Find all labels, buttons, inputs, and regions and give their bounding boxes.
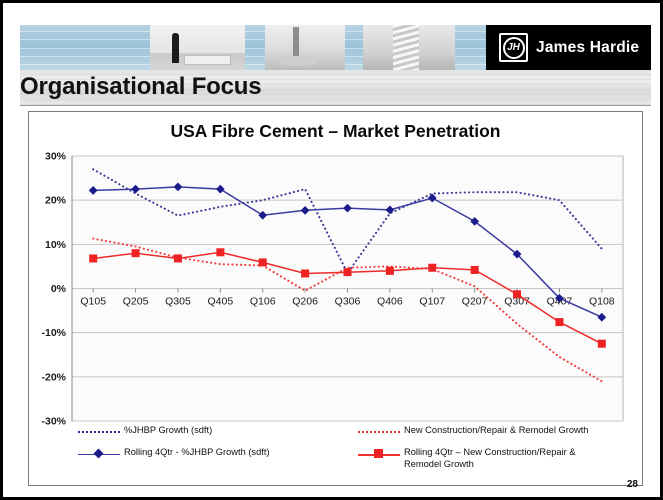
- company-name: James Hardie: [536, 38, 640, 56]
- data-point-newcon_rolling: [131, 249, 140, 258]
- header-banner: JH James Hardie: [20, 25, 651, 70]
- data-point-newcon_rolling: [216, 248, 225, 257]
- y-axis-tick-label: 0%: [51, 283, 67, 295]
- x-axis-tick-label: Q106: [250, 296, 276, 308]
- legend-swatch-dotted-blue-icon: [74, 426, 124, 438]
- banner-photo-lobby: [150, 25, 245, 70]
- data-point-newcon_rolling: [470, 265, 479, 274]
- data-point-newcon_rolling: [301, 269, 310, 278]
- banner-photo-interior: [265, 25, 345, 70]
- series-line-jhbp_dotted: [92, 168, 603, 276]
- legend-row-1: %JHBP Growth (sdft) New Construction/Rep…: [74, 425, 634, 438]
- legend-row-2: Rolling 4Qtr - %JHBP Growth (sdft) Rolli…: [74, 447, 634, 470]
- data-point-newcon_rolling: [173, 254, 182, 263]
- x-axis-tick-label: Q405: [208, 296, 234, 308]
- y-axis-tick-label: -20%: [41, 371, 66, 383]
- data-point-newcon_rolling: [385, 266, 394, 275]
- data-point-newcon_rolling: [555, 318, 564, 327]
- legend-item-0: %JHBP Growth (sdft): [74, 425, 354, 438]
- page-title: Organisational Focus: [20, 73, 262, 100]
- data-point-jhbp_rolling: [597, 312, 607, 322]
- x-axis-tick-label: Q207: [462, 296, 488, 308]
- data-point-newcon_rolling: [258, 258, 267, 267]
- logo-monogram: JH: [502, 36, 525, 59]
- legend-label-0: %JHBP Growth (sdft): [124, 425, 213, 435]
- title-strip: [20, 70, 651, 106]
- data-point-newcon_rolling: [428, 263, 437, 272]
- page-number: 28: [626, 479, 638, 490]
- data-point-jhbp_rolling: [88, 186, 98, 195]
- legend-label-2: Rolling 4Qtr - %JHBP Growth (sdft): [124, 447, 270, 457]
- x-axis-tick-label: Q305: [165, 296, 191, 308]
- y-axis-tick-label: 30%: [45, 151, 67, 163]
- data-point-newcon_rolling: [597, 339, 606, 348]
- chart-title: USA Fibre Cement – Market Penetration: [170, 121, 501, 141]
- y-axis-tick-label: 20%: [45, 195, 67, 207]
- data-point-newcon_rolling: [513, 290, 522, 299]
- y-axis-tick-label: 10%: [45, 239, 67, 251]
- james-hardie-mark-icon: JH: [499, 33, 528, 62]
- x-axis-tick-label: Q306: [335, 296, 361, 308]
- data-point-newcon_rolling: [89, 254, 98, 263]
- legend-label-1: New Construction/Repair & Remodel Growth: [404, 425, 589, 435]
- legend-swatch-dotted-red-icon: [354, 426, 404, 438]
- data-point-jhbp_rolling: [173, 182, 183, 192]
- chart-legend: %JHBP Growth (sdft) New Construction/Rep…: [74, 425, 634, 479]
- company-logo: JH James Hardie: [486, 25, 651, 70]
- legend-item-3: Rolling 4Qtr – New Construction/Repair &…: [354, 447, 614, 470]
- x-axis-tick-label: Q108: [589, 296, 615, 308]
- x-axis-tick-label: Q406: [377, 296, 403, 308]
- x-axis-tick-label: Q107: [419, 296, 445, 308]
- legend-swatch-solid-blue-diamond-icon: [74, 448, 124, 460]
- y-axis-tick-label: -10%: [41, 327, 66, 339]
- legend-swatch-solid-red-square-icon: [354, 448, 404, 460]
- x-axis-tick-label: Q206: [292, 296, 318, 308]
- legend-item-2: Rolling 4Qtr - %JHBP Growth (sdft): [74, 447, 354, 470]
- plot-area: 30% 20% 10% 0% -10% -20% -30% Q105 Q205 Q305 Q405 Q…: [29, 112, 642, 485]
- banner-photo-facade: [363, 25, 455, 70]
- chart-svg: 30% 20% 10% 0% -10% -20% -30% Q105 Q205 Q305 Q405 Q…: [41, 151, 624, 428]
- y-axis-tick-label: -30%: [41, 416, 66, 428]
- data-point-jhbp_rolling: [512, 249, 522, 259]
- x-axis-tick-label: Q105: [80, 296, 106, 308]
- legend-label-3: Rolling 4Qtr – New Construction/Repair &…: [404, 447, 576, 469]
- chart-container: USA Fibre Cement – Market Penetration 30…: [28, 111, 643, 486]
- legend-item-1: New Construction/Repair & Remodel Growth: [354, 425, 588, 438]
- x-axis-tick-label: Q205: [123, 296, 149, 308]
- data-point-newcon_rolling: [343, 268, 352, 277]
